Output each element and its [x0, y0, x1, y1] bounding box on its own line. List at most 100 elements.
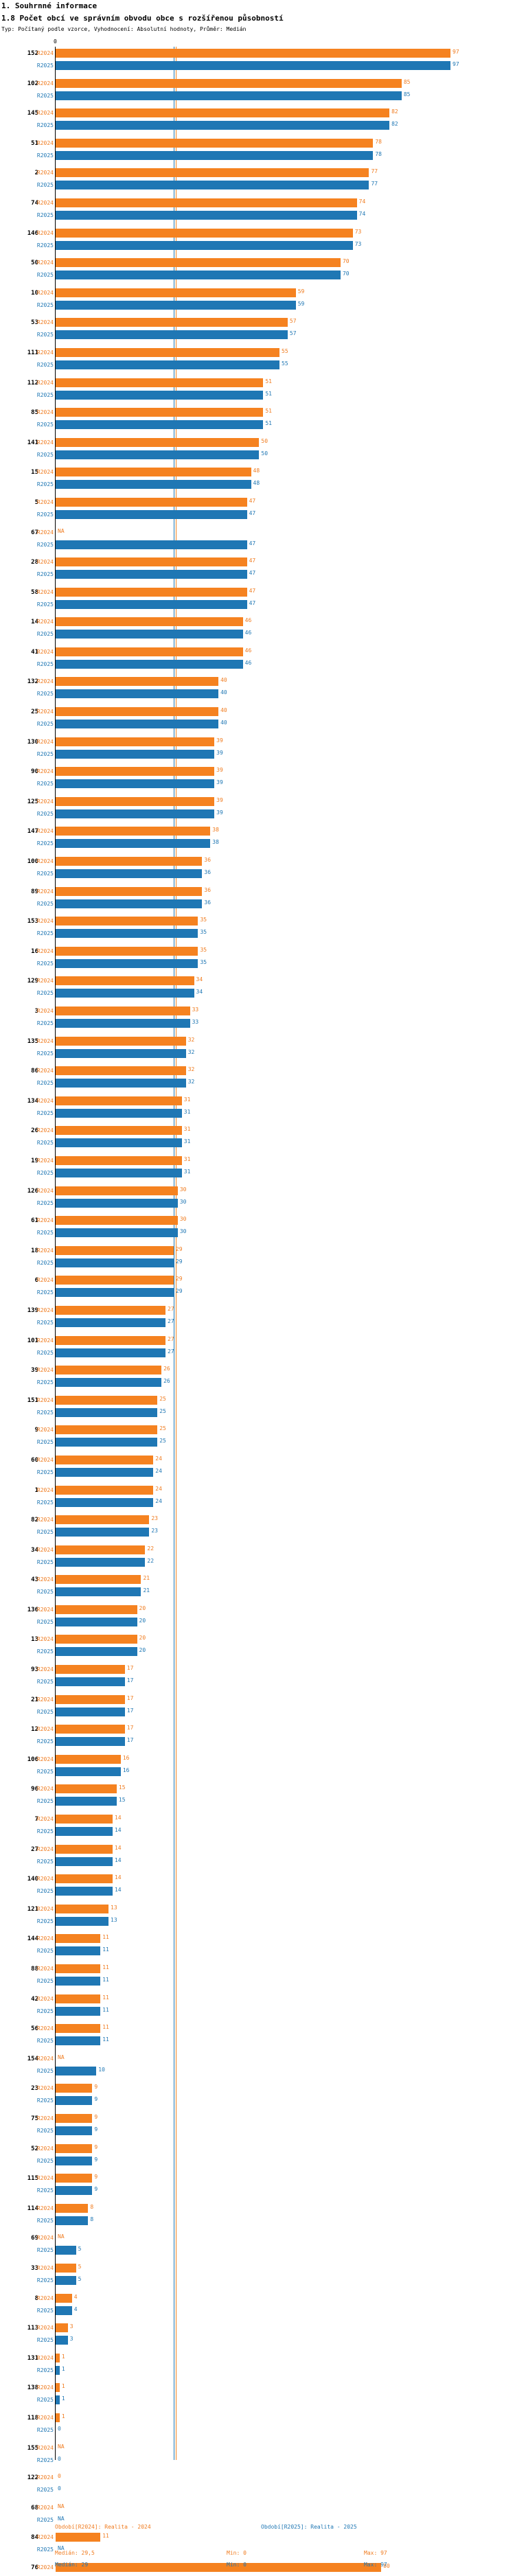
bar-r2024	[56, 2413, 60, 2422]
bar-r2025	[56, 630, 243, 639]
bar-row-group: 25 R2024 40 R2025 40	[0, 705, 515, 735]
value-label-r2025: 77	[371, 181, 378, 187]
value-label-r2025: 11	[102, 2036, 109, 2043]
value-label-r2024: NA	[58, 527, 65, 534]
series-label-r2024: R2024	[36, 2205, 54, 2211]
value-label-r2024: 13	[111, 1904, 117, 1911]
value-label-r2024: 27	[168, 1305, 174, 1312]
series-label-r2025: R2025	[36, 2546, 54, 2553]
series-label-r2024: R2024	[36, 828, 54, 835]
category-label: 25	[31, 709, 38, 716]
bar-r2024	[56, 1186, 178, 1195]
bar-r2025	[56, 1438, 158, 1447]
value-label-r2024: 39	[216, 767, 223, 774]
series-label-r2025: R2025	[36, 1708, 54, 1715]
series-label-r2024: R2024	[36, 1606, 54, 1613]
bar-r2025	[56, 570, 247, 579]
bar-r2025	[56, 91, 402, 100]
bar-r2024	[56, 1485, 154, 1495]
bar-r2024	[56, 796, 215, 806]
bar-r2025	[56, 689, 219, 699]
value-label-r2025: 10	[98, 2066, 105, 2073]
series-label-r2025: R2025	[36, 660, 54, 667]
value-label-r2025: 20	[139, 1647, 146, 1654]
value-label-r2024: 27	[168, 1335, 174, 1342]
category-label: 131	[27, 2354, 38, 2362]
bar-r2025	[56, 1797, 117, 1806]
bar-r2025	[56, 1168, 182, 1177]
bar-r2024	[56, 767, 215, 777]
value-label-r2025: 15	[118, 1797, 126, 1804]
series-label-r2024: R2024	[36, 289, 54, 296]
series-label-r2024: R2024	[36, 2504, 54, 2511]
bar-r2024	[56, 288, 296, 297]
value-label-r2025: 34	[196, 989, 203, 996]
value-label-r2024: 11	[102, 1994, 109, 2001]
value-label-r2024: 17	[126, 1665, 134, 1672]
bar-r2024	[56, 2174, 93, 2183]
series-label-r2024: R2024	[36, 1845, 54, 1852]
value-label-r2025: NA	[58, 2545, 65, 2552]
bar-row-group: 132 R2024 40 R2025 40	[0, 675, 515, 705]
value-label-r2024: 34	[196, 976, 203, 983]
series-label-r2025: R2025	[36, 2307, 54, 2314]
category-label: 5	[34, 498, 38, 506]
bar-r2025	[56, 2066, 97, 2075]
bar-row-group: 84 R2024 11 R2025 NA	[0, 2531, 515, 2561]
series-label-r2024: R2024	[36, 349, 54, 356]
series-label-r2024: R2024	[36, 648, 54, 655]
series-label-r2025: R2025	[36, 2187, 54, 2194]
series-label-r2025: R2025	[36, 211, 54, 218]
bar-row-group: 100 R2024 36 R2025 36	[0, 855, 515, 885]
bar-row-group: 151 R2024 25 R2025 25	[0, 1394, 515, 1424]
bar-row-group: 12 R2024 17 R2025 17	[0, 1723, 515, 1753]
series-label-r2024: R2024	[36, 1187, 54, 1194]
value-label-r2024: 25	[159, 1395, 166, 1402]
value-label-r2025: 46	[244, 630, 252, 636]
value-label-r2024: 16	[122, 1754, 130, 1761]
series-label-r2025: R2025	[36, 182, 54, 189]
bar-row-group: 154 R2024 NA R2025 10	[0, 2052, 515, 2082]
value-label-r2024: 97	[453, 49, 459, 55]
value-label-r2025: 25	[159, 1438, 166, 1445]
bar-row-group: 112 R2024 51 R2025 51	[0, 376, 515, 406]
series-label-r2025: R2025	[36, 2337, 54, 2344]
bar-row-group: 34 R2024 22 R2025 22	[0, 1543, 515, 1574]
bar-r2024	[56, 587, 247, 597]
bar-r2025	[56, 1288, 174, 1298]
category-label: 89	[31, 888, 38, 895]
series-label-r2025: R2025	[36, 1199, 54, 1206]
bar-r2024	[56, 2353, 60, 2362]
value-label-r2025: 85	[403, 91, 411, 97]
value-label-r2024: 59	[297, 288, 305, 295]
bar-row-group: 68 R2024 NA R2025 NA	[0, 2501, 515, 2531]
series-label-r2024: R2024	[36, 409, 54, 416]
series-label-r2025: R2025	[36, 2217, 54, 2224]
value-label-r2024: 17	[126, 1725, 134, 1732]
series-label-r2025: R2025	[36, 422, 54, 428]
category-label: 102	[27, 80, 38, 87]
series-label-r2025: R2025	[36, 960, 54, 967]
bar-r2025	[56, 1467, 154, 1477]
bar-r2024	[56, 1874, 113, 1884]
series-label-r2025: R2025	[36, 541, 54, 548]
bar-r2025	[56, 330, 288, 340]
bar-r2024	[56, 1216, 178, 1226]
value-label-r2025: 22	[147, 1557, 154, 1564]
category-label: 14	[31, 619, 38, 626]
bar-r2025	[56, 1528, 150, 1537]
series-label-r2024: R2024	[36, 110, 54, 117]
value-label-r2024: 57	[289, 318, 297, 325]
bar-row-group: 147 R2024 38 R2025 38	[0, 825, 515, 855]
value-label-r2025: 30	[179, 1228, 187, 1235]
bar-row-group: 152 R2024 97 R2025 97	[0, 47, 515, 77]
series-label-r2025: R2025	[36, 930, 54, 937]
series-label-r2025: R2025	[36, 1978, 54, 1984]
bar-r2024	[56, 707, 219, 717]
series-label-r2024: R2024	[36, 1816, 54, 1823]
value-label-r2024: 14	[114, 1844, 122, 1851]
category-label: 121	[27, 1905, 38, 1913]
series-label-r2024: R2024	[36, 2534, 54, 2541]
category-label: 28	[31, 559, 38, 566]
series-label-r2024: R2024	[36, 1546, 54, 1553]
